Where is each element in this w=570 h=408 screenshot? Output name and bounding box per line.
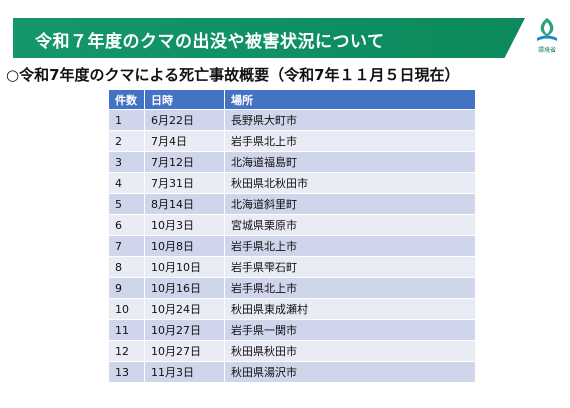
table-row: 13 11月3日 秋田県湯沢市	[108, 361, 476, 383]
cell-date: 7月4日	[144, 130, 225, 152]
table-row: 4 7月31日 秋田県北秋田市	[108, 172, 476, 194]
cell-count: 13	[108, 361, 145, 383]
cell-date: 6月22日	[144, 109, 225, 131]
cell-place: 岩手県一関市	[224, 319, 476, 341]
table-row: 6 10月3日 宮城県栗原市	[108, 214, 476, 236]
logo-caption: 環境省	[537, 47, 556, 54]
cell-date: 10月27日	[144, 319, 225, 341]
fatal-incidents-table: 件数 日時 場所 1 6月22日 長野県大町市 2 7月4日 岩手県北上市 3 7月12日 北海…	[108, 89, 476, 383]
cell-place: 秋田県湯沢市	[224, 361, 476, 383]
cell-count: 2	[108, 130, 145, 152]
cell-place: 岩手県北上市	[224, 277, 476, 299]
column-header-count: 件数	[108, 89, 145, 110]
cell-count: 11	[108, 319, 145, 341]
cell-place: 秋田県東成瀬村	[224, 298, 476, 320]
table-row: 7 10月8日 岩手県北上市	[108, 235, 476, 257]
cell-place: 長野県大町市	[224, 109, 476, 131]
cell-date: 8月14日	[144, 193, 225, 215]
cell-place: 岩手県北上市	[224, 130, 476, 152]
cell-place: 北海道斜里町	[224, 193, 476, 215]
cell-date: 10月24日	[144, 298, 225, 320]
ministry-of-environment-logo	[537, 18, 557, 41]
table-row: 12 10月27日 秋田県秋田市	[108, 340, 476, 362]
cell-date: 11月3日	[144, 361, 225, 383]
table-row: 10 10月24日 秋田県東成瀬村	[108, 298, 476, 320]
cell-date: 10月10日	[144, 256, 225, 278]
cell-count: 7	[108, 235, 145, 257]
cell-date: 10月8日	[144, 235, 225, 257]
cell-count: 1	[108, 109, 145, 131]
cell-date: 10月27日	[144, 340, 225, 362]
cell-place: 北海道福島町	[224, 151, 476, 173]
table-header-row: 件数 日時 場所	[108, 89, 476, 110]
table-body: 1 6月22日 長野県大町市 2 7月4日 岩手県北上市 3 7月12日 北海道福島町 4 7月31…	[108, 109, 476, 383]
cell-count: 9	[108, 277, 145, 299]
column-header-place: 場所	[224, 89, 476, 110]
cell-date: 10月3日	[144, 214, 225, 236]
cell-count: 4	[108, 172, 145, 194]
page-title: 令和７年度のクマの出没や被害状況について	[35, 32, 385, 52]
table-row: 5 8月14日 北海道斜里町	[108, 193, 476, 215]
table-row: 8 10月10日 岩手県雫石町	[108, 256, 476, 278]
table-row: 9 10月16日 岩手県北上市	[108, 277, 476, 299]
table-row: 2 7月4日 岩手県北上市	[108, 130, 476, 152]
table-row: 11 10月27日 岩手県一関市	[108, 319, 476, 341]
cell-place: 岩手県北上市	[224, 235, 476, 257]
cell-place: 秋田県北秋田市	[224, 172, 476, 194]
cell-date: 7月12日	[144, 151, 225, 173]
table-row: 3 7月12日 北海道福島町	[108, 151, 476, 173]
cell-date: 7月31日	[144, 172, 225, 194]
title-banner	[13, 18, 525, 58]
cell-count: 3	[108, 151, 145, 173]
column-header-date: 日時	[144, 89, 225, 110]
cell-count: 8	[108, 256, 145, 278]
section-heading: ○令和7年度のクマによる死亡事故概要（令和7年１１月５日現在）	[6, 66, 460, 84]
table-row: 1 6月22日 長野県大町市	[108, 109, 476, 131]
cell-count: 5	[108, 193, 145, 215]
cell-place: 岩手県雫石町	[224, 256, 476, 278]
cell-date: 10月16日	[144, 277, 225, 299]
cell-place: 宮城県栗原市	[224, 214, 476, 236]
cell-count: 6	[108, 214, 145, 236]
cell-count: 10	[108, 298, 145, 320]
cell-count: 12	[108, 340, 145, 362]
cell-place: 秋田県秋田市	[224, 340, 476, 362]
